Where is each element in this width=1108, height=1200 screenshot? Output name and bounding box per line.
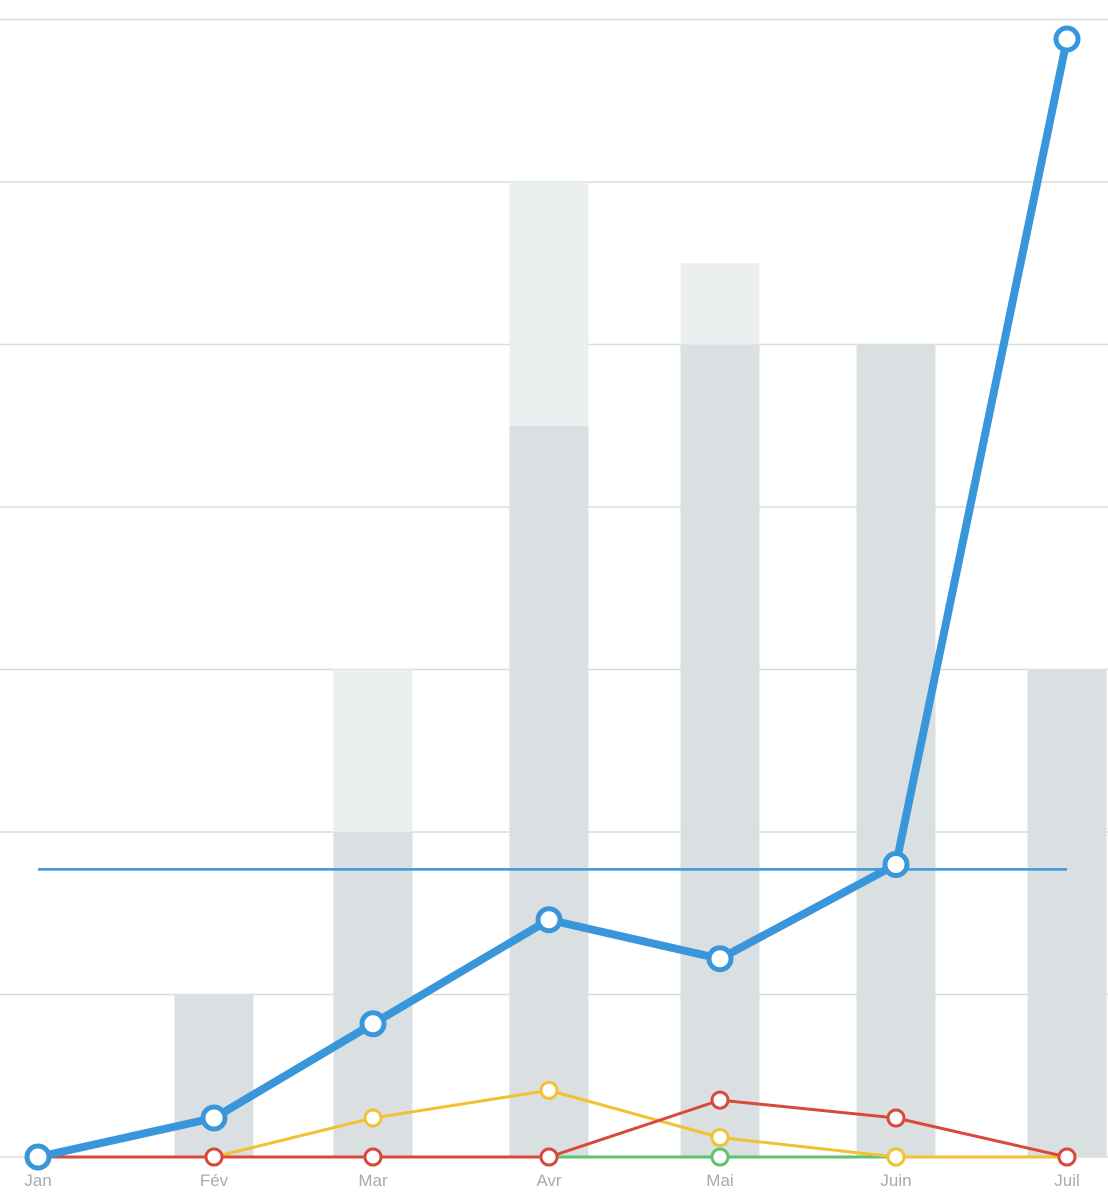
series-3-point: [886, 1108, 906, 1128]
series-3-point: [363, 1147, 383, 1167]
series-1-point: [200, 1104, 228, 1132]
x-axis: Jan Fév Mar Avr Mai Juin Juil: [24, 1171, 1079, 1190]
series-4-point: [710, 1147, 730, 1167]
series-1: [24, 25, 1081, 1171]
x-tick-label: Mar: [358, 1171, 388, 1190]
bar-mar: [333, 832, 413, 1157]
series-1-point: [882, 851, 910, 878]
bars: [174, 182, 1107, 1157]
series-2-point: [710, 1128, 730, 1147]
bar-mai: [680, 344, 760, 1157]
series-1-point: [1053, 25, 1081, 53]
series-3-point: [710, 1090, 730, 1110]
x-tick-label: Juin: [880, 1171, 911, 1190]
bar-juil: [1027, 669, 1107, 1157]
bar-fév: [174, 994, 254, 1157]
x-tick-label: Mai: [706, 1171, 733, 1190]
series-1-point: [706, 945, 734, 973]
bar-juin: [856, 344, 936, 1157]
x-tick-label: Avr: [536, 1171, 562, 1190]
series-1-point: [359, 1010, 387, 1038]
bar-extra-mar: [333, 669, 413, 832]
x-tick-label: Fév: [200, 1171, 229, 1190]
series-3-point: [204, 1147, 224, 1167]
series-3-point: [1057, 1147, 1077, 1167]
series-lines: [24, 25, 1081, 1171]
x-tick-label: Jan: [24, 1171, 51, 1190]
bar-avr: [509, 425, 589, 1157]
series-2-point: [363, 1108, 383, 1128]
series-2-point: [539, 1080, 559, 1100]
x-tick-label: Juil: [1054, 1171, 1080, 1190]
series-1-point: [535, 906, 563, 934]
bar-extra-avr: [509, 182, 589, 426]
series-2-point: [886, 1147, 906, 1167]
bar-extra-mai: [680, 263, 760, 345]
series-3-point: [539, 1147, 559, 1167]
series-1-point: [24, 1143, 52, 1171]
